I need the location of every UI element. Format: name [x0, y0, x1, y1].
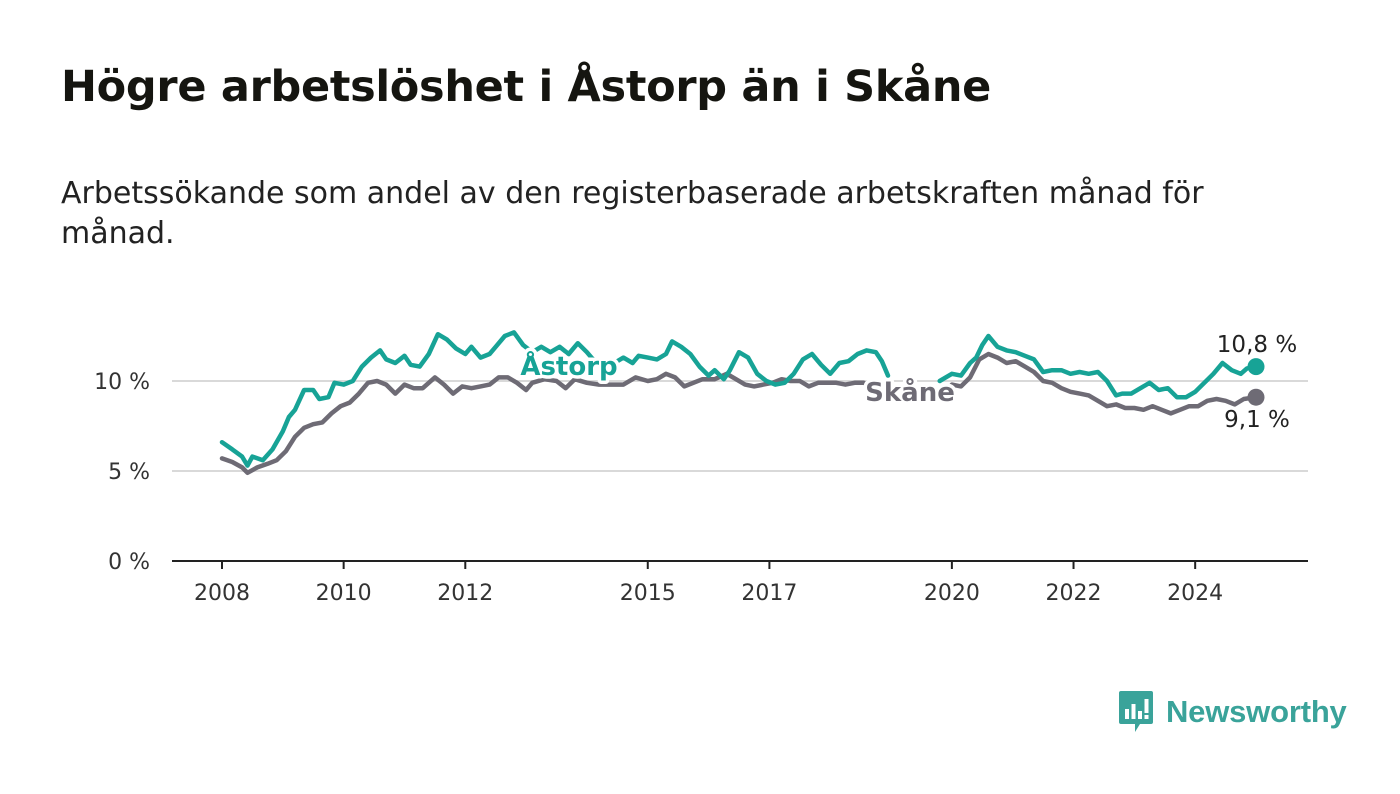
- series-label-astorp: Åstorp: [520, 350, 617, 382]
- series-end-point-skane: [1247, 388, 1265, 406]
- x-axis: 2008 2010 2012 2015 2017 2020 2022 2024: [194, 561, 1223, 606]
- x-tick-label: 2022: [1046, 581, 1102, 606]
- y-axis: 0 % 5 % 10 %: [94, 370, 150, 575]
- x-tick-label: 2010: [316, 581, 372, 606]
- y-tick-label: 10 %: [94, 370, 150, 395]
- y-tick-label: 0 %: [108, 550, 150, 575]
- series-group: [219, 330, 1265, 476]
- newsworthy-logo-icon: [1119, 691, 1153, 732]
- x-tick-label: 2012: [437, 581, 493, 606]
- brand-logo: Newsworthy: [1118, 690, 1347, 734]
- brand-name: Newsworthy: [1166, 694, 1347, 729]
- x-tick-label: 2024: [1167, 581, 1223, 606]
- x-tick-label: 2008: [194, 581, 250, 606]
- y-tick-label: 5 %: [108, 460, 150, 485]
- page-title: Högre arbetslöshet i Åstorp än i Skåne: [61, 62, 992, 112]
- x-tick-label: 2015: [620, 581, 676, 606]
- x-tick-label: 2020: [924, 581, 980, 606]
- series-line-astorp: [219, 330, 1259, 468]
- series-end-point-astorp: [1247, 358, 1265, 376]
- end-label-astorp: 10,8 %: [1217, 332, 1297, 358]
- series-label-skane: Skåne: [865, 376, 955, 408]
- series-labels: Åstorp Skåne 10,8 % 9,1 %: [517, 332, 1297, 433]
- x-tick-label: 2017: [741, 581, 797, 606]
- page-subtitle: Arbetssökande som andel av den registerb…: [61, 176, 1204, 251]
- end-label-skane: 9,1 %: [1224, 407, 1290, 433]
